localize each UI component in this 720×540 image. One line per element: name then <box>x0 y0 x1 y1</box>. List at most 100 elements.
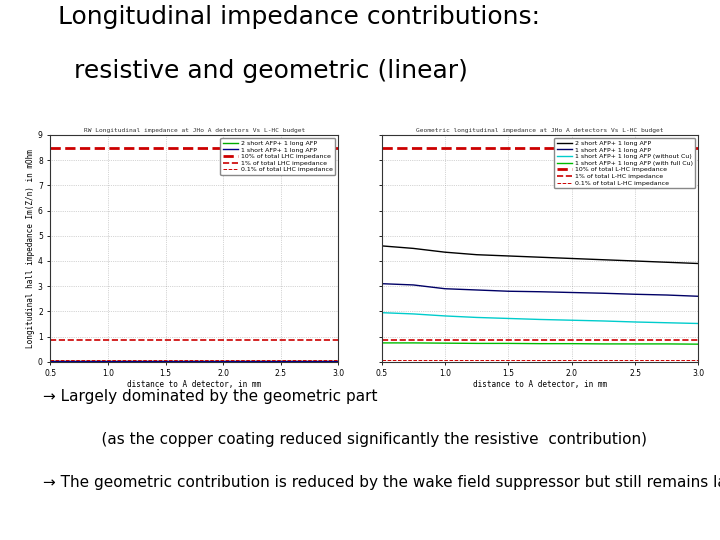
1% of total L-HC impedance <box>567 337 576 343</box>
1 short AFP+ 1 long AFP <box>75 358 84 365</box>
2 short AFP+ 1 long AFP <box>132 358 141 365</box>
1 short AFP+ 1 long AFP (without Cu) <box>567 317 576 323</box>
0.1% of total LHC impedance <box>46 356 55 363</box>
0.1% of total LHC impedance <box>305 356 314 363</box>
2 short AFP+ 1 long AFP <box>276 358 285 365</box>
1 short AFP+ 1 long AFP <box>161 358 170 365</box>
1 short AFP+ 1 long AFP (with full Cu) <box>504 340 513 347</box>
0.1% of total L-HC impedance <box>631 356 639 363</box>
2 short AFP+ 1 long AFP <box>305 358 314 365</box>
1 short AFP+ 1 long AFP (with full Cu) <box>662 341 671 347</box>
2 short AFP+ 1 long AFP <box>46 358 55 365</box>
1 short AFP+ 1 long AFP <box>662 292 671 298</box>
1% of total LHC impedance <box>248 337 256 343</box>
2 short AFP+ 1 long AFP <box>377 242 386 249</box>
1 short AFP+ 1 long AFP <box>599 290 608 296</box>
1 short AFP+ 1 long AFP <box>190 358 199 365</box>
10% of total L-HC impedance <box>441 144 449 151</box>
Text: → Largely dominated by the geometric part: → Largely dominated by the geometric par… <box>43 389 378 404</box>
X-axis label: distance to A detector, in mm: distance to A detector, in mm <box>473 380 607 389</box>
0.1% of total LHC impedance <box>75 356 84 363</box>
1 short AFP+ 1 long AFP (without Cu) <box>441 313 449 319</box>
1 short AFP+ 1 long AFP <box>46 358 55 365</box>
0.1% of total LHC impedance <box>104 356 112 363</box>
2 short AFP+ 1 long AFP <box>104 358 112 365</box>
0.1% of total LHC impedance <box>276 356 285 363</box>
1% of total LHC impedance <box>190 337 199 343</box>
0.1% of total L-HC impedance <box>377 356 386 363</box>
0.1% of total LHC impedance <box>190 356 199 363</box>
10% of total L-HC impedance <box>504 144 513 151</box>
1 short AFP+ 1 long AFP (with full Cu) <box>377 340 386 346</box>
0.1% of total LHC impedance <box>219 356 228 363</box>
2 short AFP+ 1 long AFP <box>504 253 513 259</box>
1 short AFP+ 1 long AFP <box>219 358 228 365</box>
Legend: 2 short AFP+ 1 long AFP, 1 short AFP+ 1 long AFP, 1 short AFP+ 1 long AFP (witho: 2 short AFP+ 1 long AFP, 1 short AFP+ 1 … <box>554 138 696 188</box>
1% of total L-HC impedance <box>377 337 386 343</box>
0.1% of total L-HC impedance <box>662 356 671 363</box>
1 short AFP+ 1 long AFP (with full Cu) <box>472 340 481 347</box>
10% of total L-HC impedance <box>567 144 576 151</box>
2 short AFP+ 1 long AFP <box>694 260 703 267</box>
10% of total LHC impedance <box>161 144 170 151</box>
1 short AFP+ 1 long AFP <box>104 358 112 365</box>
2 short AFP+ 1 long AFP <box>441 249 449 255</box>
1% of total L-HC impedance <box>662 337 671 343</box>
0.1% of total L-HC impedance <box>694 356 703 363</box>
1 short AFP+ 1 long AFP <box>472 287 481 293</box>
1 short AFP+ 1 long AFP (with full Cu) <box>441 340 449 346</box>
1% of total LHC impedance <box>75 337 84 343</box>
Line: 2 short AFP+ 1 long AFP: 2 short AFP+ 1 long AFP <box>382 246 698 264</box>
1 short AFP+ 1 long AFP <box>536 288 544 295</box>
1 short AFP+ 1 long AFP <box>305 358 314 365</box>
1 short AFP+ 1 long AFP <box>631 291 639 298</box>
2 short AFP+ 1 long AFP <box>567 255 576 262</box>
2 short AFP+ 1 long AFP <box>190 358 199 365</box>
2 short AFP+ 1 long AFP <box>248 358 256 365</box>
1% of total LHC impedance <box>276 337 285 343</box>
2 short AFP+ 1 long AFP <box>631 258 639 264</box>
Line: 1 short AFP+ 1 long AFP: 1 short AFP+ 1 long AFP <box>382 284 698 296</box>
10% of total L-HC impedance <box>472 144 481 151</box>
1 short AFP+ 1 long AFP (without Cu) <box>377 309 386 316</box>
1% of total L-HC impedance <box>694 337 703 343</box>
10% of total L-HC impedance <box>536 144 544 151</box>
1 short AFP+ 1 long AFP (with full Cu) <box>631 341 639 347</box>
1 short AFP+ 1 long AFP <box>377 280 386 287</box>
0.1% of total L-HC impedance <box>567 356 576 363</box>
1 short AFP+ 1 long AFP (without Cu) <box>662 320 671 326</box>
1 short AFP+ 1 long AFP <box>409 282 418 288</box>
1 short AFP+ 1 long AFP (without Cu) <box>631 319 639 325</box>
10% of total L-HC impedance <box>662 144 671 151</box>
0.1% of total L-HC impedance <box>599 356 608 363</box>
1 short AFP+ 1 long AFP (with full Cu) <box>409 340 418 346</box>
0.1% of total L-HC impedance <box>409 356 418 363</box>
1 short AFP+ 1 long AFP (with full Cu) <box>599 341 608 347</box>
1% of total L-HC impedance <box>631 337 639 343</box>
10% of total LHC impedance <box>190 144 199 151</box>
1 short AFP+ 1 long AFP (without Cu) <box>504 315 513 322</box>
1 short AFP+ 1 long AFP <box>248 358 256 365</box>
2 short AFP+ 1 long AFP <box>334 358 343 365</box>
1 short AFP+ 1 long AFP <box>132 358 141 365</box>
2 short AFP+ 1 long AFP <box>599 256 608 263</box>
Text: Longitudinal impedance contributions:: Longitudinal impedance contributions: <box>58 5 539 29</box>
1% of total LHC impedance <box>132 337 141 343</box>
1 short AFP+ 1 long AFP <box>567 289 576 296</box>
1 short AFP+ 1 long AFP <box>504 288 513 294</box>
10% of total LHC impedance <box>334 144 343 151</box>
1 short AFP+ 1 long AFP (without Cu) <box>409 310 418 317</box>
2 short AFP+ 1 long AFP <box>472 252 481 258</box>
Line: 1 short AFP+ 1 long AFP (without Cu): 1 short AFP+ 1 long AFP (without Cu) <box>382 313 698 323</box>
0.1% of total LHC impedance <box>132 356 141 363</box>
2 short AFP+ 1 long AFP <box>536 254 544 260</box>
1 short AFP+ 1 long AFP <box>441 286 449 292</box>
10% of total LHC impedance <box>132 144 141 151</box>
10% of total L-HC impedance <box>631 144 639 151</box>
0.1% of total L-HC impedance <box>536 356 544 363</box>
1% of total LHC impedance <box>104 337 112 343</box>
1% of total LHC impedance <box>161 337 170 343</box>
1 short AFP+ 1 long AFP (without Cu) <box>694 320 703 327</box>
0.1% of total L-HC impedance <box>504 356 513 363</box>
10% of total L-HC impedance <box>409 144 418 151</box>
